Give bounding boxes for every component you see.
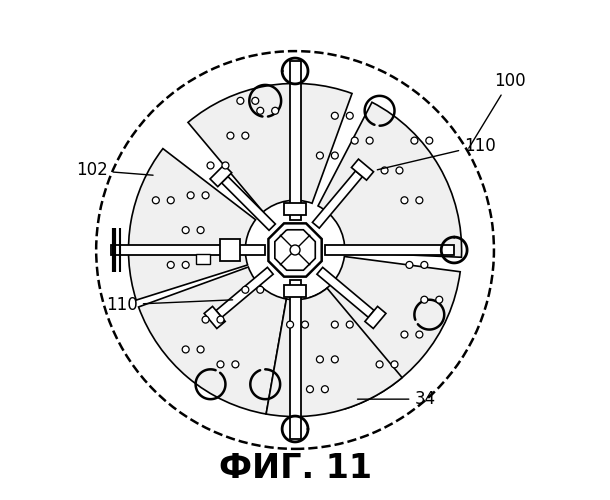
Text: ФИГ. 11: ФИГ. 11 xyxy=(218,452,371,486)
Circle shape xyxy=(257,286,264,294)
Wedge shape xyxy=(188,84,352,212)
Circle shape xyxy=(436,296,443,303)
Circle shape xyxy=(182,262,189,268)
Circle shape xyxy=(331,112,339,119)
Circle shape xyxy=(346,321,353,328)
Circle shape xyxy=(217,361,224,368)
Circle shape xyxy=(421,296,428,303)
Circle shape xyxy=(416,331,423,338)
Bar xyxy=(220,239,240,261)
Polygon shape xyxy=(210,165,232,186)
Bar xyxy=(290,280,301,439)
Circle shape xyxy=(366,137,373,144)
Text: 110: 110 xyxy=(106,296,232,314)
Bar xyxy=(196,254,209,264)
Polygon shape xyxy=(221,176,275,231)
Text: 110: 110 xyxy=(378,136,496,170)
Circle shape xyxy=(227,132,234,139)
Wedge shape xyxy=(138,267,287,414)
Circle shape xyxy=(197,226,204,234)
Wedge shape xyxy=(310,256,460,409)
Circle shape xyxy=(331,152,339,159)
Circle shape xyxy=(401,331,408,338)
Circle shape xyxy=(306,386,314,392)
Wedge shape xyxy=(266,288,402,416)
Polygon shape xyxy=(312,171,362,228)
Circle shape xyxy=(217,316,224,323)
Circle shape xyxy=(321,386,328,392)
Circle shape xyxy=(202,192,209,199)
Circle shape xyxy=(237,98,244,104)
Polygon shape xyxy=(317,268,374,318)
Circle shape xyxy=(167,262,174,268)
Circle shape xyxy=(197,346,204,353)
Circle shape xyxy=(290,245,300,255)
Circle shape xyxy=(152,197,159,204)
Circle shape xyxy=(207,162,214,169)
Polygon shape xyxy=(351,159,373,180)
Circle shape xyxy=(317,152,323,159)
Bar xyxy=(284,285,306,297)
Circle shape xyxy=(187,192,194,199)
Circle shape xyxy=(331,356,339,363)
Circle shape xyxy=(406,262,413,268)
Text: 102: 102 xyxy=(76,162,153,180)
Bar xyxy=(284,203,306,215)
Circle shape xyxy=(426,137,432,144)
Circle shape xyxy=(301,321,309,328)
Circle shape xyxy=(391,361,398,368)
Circle shape xyxy=(401,197,408,204)
Circle shape xyxy=(381,167,388,174)
Bar xyxy=(290,61,301,220)
Circle shape xyxy=(287,321,293,328)
Polygon shape xyxy=(268,224,321,276)
Circle shape xyxy=(416,197,423,204)
Circle shape xyxy=(396,167,403,174)
Wedge shape xyxy=(318,102,462,258)
Circle shape xyxy=(182,226,189,234)
Circle shape xyxy=(252,98,259,104)
Circle shape xyxy=(351,137,358,144)
Polygon shape xyxy=(204,306,225,328)
Circle shape xyxy=(411,137,418,144)
Circle shape xyxy=(167,197,174,204)
Circle shape xyxy=(232,361,239,368)
Circle shape xyxy=(331,321,339,328)
Wedge shape xyxy=(129,148,256,300)
Polygon shape xyxy=(275,230,315,270)
Circle shape xyxy=(222,162,229,169)
Polygon shape xyxy=(216,268,273,318)
Circle shape xyxy=(257,108,264,114)
Text: 34: 34 xyxy=(357,390,436,408)
Circle shape xyxy=(271,108,279,114)
Polygon shape xyxy=(365,306,386,328)
Circle shape xyxy=(202,316,209,323)
Circle shape xyxy=(242,132,249,139)
Circle shape xyxy=(376,361,383,368)
Bar xyxy=(325,244,454,256)
Text: 100: 100 xyxy=(468,72,526,148)
Circle shape xyxy=(421,262,428,268)
Circle shape xyxy=(182,346,189,353)
Circle shape xyxy=(242,286,249,294)
Circle shape xyxy=(346,112,353,119)
Circle shape xyxy=(317,356,323,363)
Bar xyxy=(111,244,265,256)
